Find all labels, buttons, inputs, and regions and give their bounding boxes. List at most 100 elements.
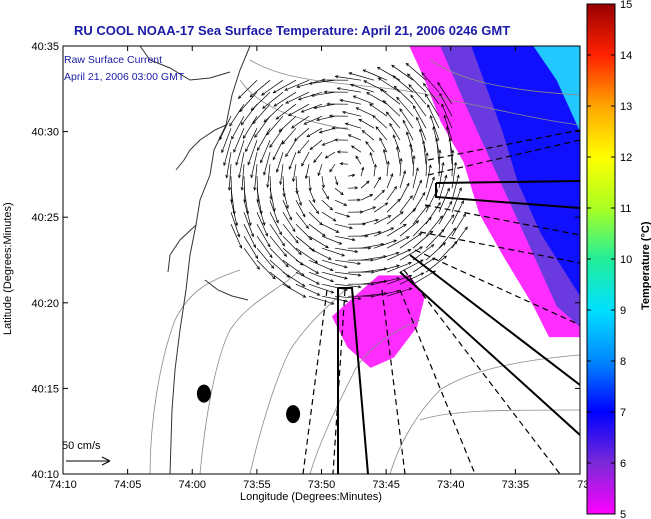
current-vector-head: [389, 122, 393, 127]
current-vector-head: [446, 187, 450, 192]
current-vector: [269, 224, 285, 246]
current-vector: [301, 152, 310, 167]
current-vector-head: [344, 299, 349, 303]
coastline-segment: [204, 279, 249, 301]
coastline: [139, 46, 251, 474]
current-vector-head: [438, 149, 442, 154]
current-vector: [311, 91, 336, 97]
current-vector-head: [402, 170, 406, 174]
current-vector: [269, 200, 279, 224]
current-vector-head: [343, 202, 348, 206]
current-vector: [379, 88, 401, 105]
current-vector-head: [329, 206, 334, 211]
x-tick-label: 73:45: [372, 479, 400, 491]
current-vector-head: [267, 243, 271, 248]
current-vector: [412, 167, 419, 189]
current-vector: [243, 116, 258, 139]
current-vector: [250, 152, 258, 178]
current-vector-head: [254, 255, 259, 260]
current-vector-head: [344, 276, 348, 280]
current-vector-head: [262, 105, 266, 109]
current-vector: [306, 127, 323, 138]
current-vector: [243, 236, 258, 259]
current-vector-head: [373, 163, 377, 168]
current-vector: [373, 252, 400, 261]
current-vector: [321, 283, 348, 291]
current-vector-head: [405, 131, 410, 136]
current-vector-head: [295, 240, 299, 244]
current-vector-head: [369, 194, 374, 198]
colorbar: [586, 3, 616, 515]
current-vector-head: [454, 240, 458, 245]
current-vector: [288, 103, 310, 116]
bathymetry-contours: [149, 59, 580, 474]
current-vector-head: [328, 114, 333, 118]
current-vector-head: [405, 236, 410, 240]
track-line-dashed: [302, 289, 328, 474]
current-vector-head: [329, 268, 334, 272]
current-vector-head: [348, 72, 353, 76]
current-vector-head: [395, 251, 400, 255]
current-vector: [360, 194, 373, 201]
current-vector-head: [256, 266, 260, 270]
current-vector: [407, 73, 427, 93]
current-vector-head: [247, 161, 251, 166]
track-line-dashed: [414, 249, 580, 326]
current-vector: [399, 108, 414, 129]
current-vector-head: [377, 230, 382, 235]
current-vector-head: [317, 172, 321, 177]
current-vector: [399, 246, 423, 261]
current-vector-head: [302, 294, 307, 298]
current-vector-head: [391, 64, 395, 68]
current-vector-head: [437, 201, 441, 206]
current-vector: [419, 129, 427, 153]
current-vector-head: [403, 223, 407, 227]
current-vector: [386, 111, 401, 129]
current-vector-head: [322, 233, 326, 237]
current-vector: [261, 79, 284, 96]
current-vector-head: [351, 173, 356, 177]
current-vector-head: [281, 242, 285, 247]
current-vector: [334, 211, 350, 218]
current-vector: [347, 174, 355, 177]
current-vector-head: [366, 92, 370, 96]
current-vector-head: [419, 128, 423, 133]
current-vector: [438, 201, 453, 225]
current-vector-head: [298, 251, 302, 256]
current-vector: [282, 271, 306, 287]
current-vector-head: [428, 216, 432, 221]
current-vector-head: [357, 273, 362, 277]
current-vector-head: [377, 77, 382, 81]
current-vector: [256, 188, 262, 214]
current-vector: [360, 292, 387, 297]
current-vector: [412, 270, 436, 285]
current-vector-head: [342, 110, 346, 114]
current-vector: [427, 104, 440, 129]
current-vector-head: [319, 221, 323, 226]
current-vector-head: [407, 249, 412, 253]
current-vector-head: [279, 181, 283, 186]
track-line: [338, 287, 369, 474]
current-vector-head: [338, 241, 343, 245]
colorbar-tick-label: 6: [620, 458, 626, 470]
current-vector: [256, 128, 271, 151]
current-vector-head: [221, 149, 225, 154]
current-vector: [362, 130, 375, 141]
current-vector-head: [269, 144, 273, 148]
bathymetry-contour: [249, 59, 580, 126]
current-vector-head: [456, 174, 460, 179]
current-vector: [335, 76, 362, 81]
colorbar-tick-label: 5: [620, 509, 626, 519]
current-vector: [437, 82, 453, 105]
current-vector-head: [422, 191, 426, 196]
current-vector: [275, 103, 297, 120]
current-vector-head: [432, 125, 436, 130]
current-vector-head: [325, 195, 330, 200]
current-vector-head: [264, 232, 268, 237]
current-vector-head: [249, 94, 254, 98]
current-vector: [392, 75, 414, 93]
annotation-line-1: Raw Surface Current: [64, 54, 162, 66]
current-vector: [298, 91, 323, 100]
current-vector: [378, 77, 401, 93]
current-vector-head: [324, 155, 329, 159]
